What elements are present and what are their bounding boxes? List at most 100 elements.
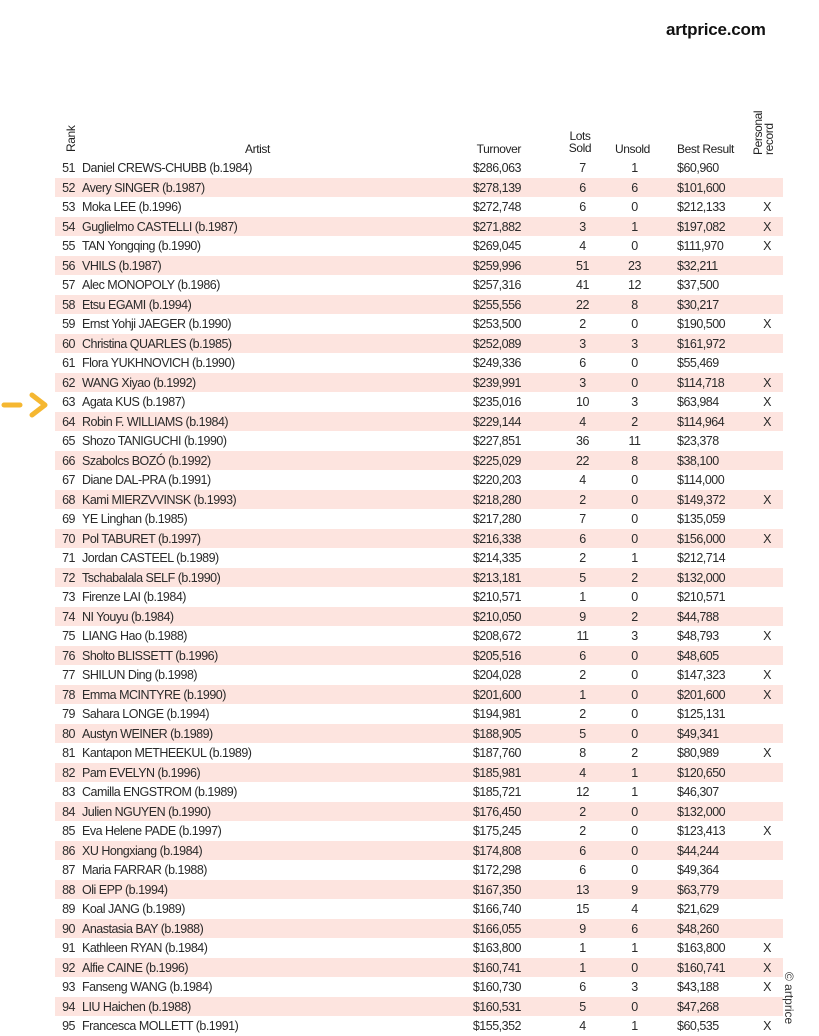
table-row: 74 NI Youyu (b.1984) $210,050 9 2 $44,788: [55, 606, 783, 626]
table-row: 57 Alec MONOPOLY (b.1986) $257,316 41 12 $37,…: [55, 275, 783, 295]
cell-artist: Jordan CASTEEL (b.1989): [82, 551, 219, 565]
cell-lots-sold: 1: [579, 590, 586, 604]
cell-rank: 73: [62, 590, 75, 604]
cell-personal-record: X: [763, 395, 771, 409]
cell-lots-sold: 4: [579, 414, 586, 429]
cell-unsold: 0: [631, 512, 638, 526]
cell-unsold: 6: [631, 921, 638, 936]
cell-best-result: $190,500: [677, 317, 726, 331]
cell-unsold: 8: [631, 453, 638, 468]
cell-artist: WANG Xiyao (b.1992): [82, 375, 196, 390]
cell-lots-sold: 9: [579, 921, 586, 936]
table-row: 63 Agata KUS (b.1987) $235,016 10 3 $63,984 X: [55, 392, 783, 412]
cell-rank: 59: [62, 317, 75, 331]
table-row: 67 Diane DAL-PRA (b.1991) $220,203 4 0 $114,0…: [55, 470, 783, 490]
cell-unsold: 1: [631, 1019, 638, 1033]
table-row: 62 WANG Xiyao (b.1992) $239,991 3 0 $114,718 X: [55, 372, 783, 392]
cell-best-result: $43,188: [677, 980, 719, 994]
cell-turnover: $220,203: [472, 473, 522, 487]
cell-rank: 79: [62, 707, 75, 721]
cell-unsold: 0: [631, 356, 638, 370]
cell-rank: 62: [62, 375, 75, 390]
cell-artist: Eva Helene PADE (b.1997): [82, 824, 222, 838]
table-row: 58 Etsu EGAMI (b.1994) $255,556 22 8 $30,217: [55, 294, 783, 314]
cell-turnover: $210,571: [472, 590, 522, 604]
cell-rank: 76: [62, 648, 75, 663]
cell-best-result: $55,469: [677, 356, 719, 370]
cell-lots-sold: 8: [579, 746, 586, 760]
cell-unsold: 0: [631, 687, 638, 702]
table-row: 71 Jordan CASTEEL (b.1989) $214,335 2 1 $212,…: [55, 548, 783, 568]
cell-lots-sold: 6: [579, 980, 586, 994]
cell-rank: 52: [62, 180, 75, 195]
cell-rank: 88: [62, 882, 75, 897]
table-row: 53 Moka LEE (b.1996) $272,748 6 0 $212,133 X: [55, 197, 783, 217]
cell-best-result: $46,307: [677, 785, 719, 799]
cell-personal-record: X: [763, 492, 771, 507]
cell-rank: 85: [62, 824, 75, 838]
cell-artist: Christina QUARLES (b.1985): [82, 336, 232, 351]
cell-turnover: $286,063: [472, 161, 522, 175]
cell-best-result: $21,629: [677, 902, 719, 916]
cell-unsold: 1: [631, 765, 638, 780]
cell-best-result: $80,989: [677, 746, 719, 760]
cell-turnover: $269,045: [472, 239, 522, 253]
cell-artist: Austyn WEINER (b.1989): [82, 726, 213, 741]
cell-best-result: $44,788: [677, 609, 719, 624]
cell-best-result: $161,972: [677, 336, 726, 351]
cell-turnover: $217,280: [472, 512, 522, 526]
cell-unsold: 11: [628, 434, 641, 448]
cell-rank: 72: [62, 570, 75, 585]
table-row: 82 Pam EVELYN (b.1996) $185,981 4 1 $120,650: [55, 762, 783, 782]
cell-rank: 86: [62, 843, 75, 858]
cell-rank: 94: [62, 999, 75, 1014]
cell-lots-sold: 6: [579, 200, 586, 214]
cell-lots-sold: 5: [579, 726, 586, 741]
cell-best-result: $125,131: [677, 707, 726, 721]
cell-best-result: $47,268: [677, 999, 719, 1014]
cell-lots-sold: 13: [576, 882, 589, 897]
cell-turnover: $185,721: [472, 785, 522, 799]
cell-turnover: $204,028: [472, 668, 522, 682]
cell-personal-record: X: [763, 531, 771, 546]
cell-personal-record: X: [763, 375, 771, 390]
cell-turnover: $255,556: [472, 297, 522, 312]
cell-rank: 80: [62, 726, 75, 741]
cell-best-result: $101,600: [677, 180, 726, 195]
cell-artist: Daniel CREWS-CHUBB (b.1984): [82, 161, 252, 175]
cell-lots-sold: 22: [576, 297, 589, 312]
cell-best-result: $63,779: [677, 882, 719, 897]
cell-turnover: $216,338: [472, 531, 522, 546]
cell-artist: TAN Yongqing (b.1990): [82, 239, 201, 253]
cell-artist: Guglielmo CASTELLI (b.1987): [82, 219, 238, 234]
cell-lots-sold: 4: [579, 473, 586, 487]
cell-artist: Anastasia BAY (b.1988): [82, 921, 204, 936]
cell-lots-sold: 7: [579, 161, 586, 175]
cell-turnover: $253,500: [472, 317, 522, 331]
cell-artist: Robin F. WILLIAMS (b.1984): [82, 414, 229, 429]
cell-artist: Maria FARRAR (b.1988): [82, 863, 207, 877]
cell-artist: Emma MCINTYRE (b.1990): [82, 687, 226, 702]
cell-lots-sold: 11: [576, 629, 589, 643]
cell-unsold: 0: [631, 531, 638, 546]
cell-best-result: $114,964: [677, 414, 725, 429]
table-row: 80 Austyn WEINER (b.1989) $188,905 5 0 $49,34…: [55, 723, 783, 743]
cell-lots-sold: 3: [579, 336, 586, 351]
cell-artist: NI Youyu (b.1984): [82, 609, 174, 624]
cell-best-result: $48,605: [677, 648, 719, 663]
cell-personal-record: X: [763, 687, 771, 702]
cell-lots-sold: 6: [579, 180, 586, 195]
cell-unsold: 0: [631, 824, 638, 838]
cell-rank: 57: [62, 278, 75, 292]
cell-unsold: 8: [631, 297, 638, 312]
cell-rank: 75: [62, 629, 75, 643]
cell-artist: Pam EVELYN (b.1996): [82, 765, 201, 780]
cell-lots-sold: 10: [576, 395, 589, 409]
cell-best-result: $149,372: [677, 492, 726, 507]
cell-best-result: $38,100: [677, 453, 719, 468]
cell-lots-sold: 9: [579, 609, 586, 624]
table-row: 92 Alfie CAINE (b.1996) $160,741 1 0 $160,741…: [55, 957, 783, 977]
cell-unsold: 6: [631, 180, 638, 195]
cell-best-result: $120,650: [677, 765, 726, 780]
cell-lots-sold: 2: [579, 317, 586, 331]
